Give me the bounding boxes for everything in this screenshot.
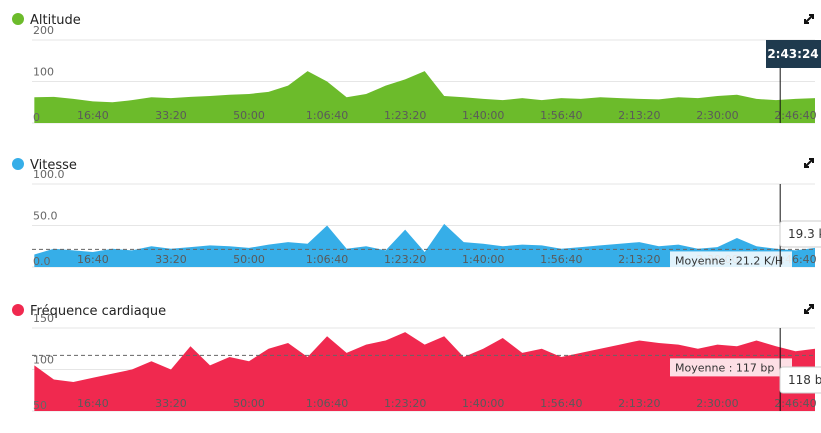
legend-dot — [12, 158, 24, 170]
x-tick-label: 33:20 — [155, 109, 187, 122]
y-tick-label: 50.0 — [33, 210, 58, 223]
average-label: Moyenne : 117 bp — [675, 361, 774, 374]
x-tick-label: 1:40:00 — [462, 397, 504, 410]
x-tick-label: 1:06:40 — [306, 109, 348, 122]
legend-dot — [12, 304, 24, 316]
x-tick-label: 2:13:20 — [618, 253, 660, 266]
x-tick-label: 16:40 — [77, 109, 109, 122]
x-tick-label: 50:00 — [233, 397, 265, 410]
x-tick-label: 2:46:40 — [774, 397, 816, 410]
area — [34, 71, 815, 123]
tooltip-label: 19.3 k — [788, 227, 821, 241]
x-tick-label: 2:46:40 — [774, 109, 816, 122]
chart-title: Fréquence cardiaque — [30, 304, 166, 319]
x-tick-label: 1:40:00 — [462, 109, 504, 122]
x-tick-label: 2:30:00 — [696, 109, 738, 122]
x-tick-label: 50:00 — [233, 253, 265, 266]
x-tick-label: 50:00 — [233, 109, 265, 122]
y-tick-label: 100 — [33, 354, 54, 367]
x-tick-label: 1:56:40 — [540, 397, 582, 410]
x-tick-label: 1:23:20 — [384, 109, 426, 122]
expand-icon[interactable] — [804, 14, 814, 24]
x-tick-label: 33:20 — [155, 253, 187, 266]
x-tick-label: 1:40:00 — [462, 253, 504, 266]
area — [34, 223, 815, 267]
average-label-box — [670, 251, 792, 270]
tooltip-box — [779, 366, 821, 394]
x-tick-label: 16:40 — [77, 253, 109, 266]
x-tick-label: 2:30:00 — [696, 397, 738, 410]
legend-dot — [12, 13, 24, 25]
crosshair-label: 2:43:24 — [767, 47, 818, 61]
expand-icon[interactable] — [804, 158, 814, 168]
y-tick-label: 200 — [33, 24, 54, 37]
expand-icon[interactable] — [804, 304, 814, 314]
x-tick-label: 16:40 — [77, 397, 109, 410]
y-tick-label: 50 — [33, 399, 47, 412]
chart-title: Altitude — [30, 13, 81, 28]
tooltip-box — [779, 220, 821, 248]
y-tick-label: 0.0 — [33, 255, 51, 268]
y-tick-label: 100.0 — [33, 168, 65, 181]
x-tick-label: 2:13:20 — [618, 397, 660, 410]
average-label-box — [670, 358, 792, 377]
y-tick-label: 150 — [33, 312, 54, 325]
x-tick-label: 33:20 — [155, 397, 187, 410]
y-tick-label: 0 — [33, 111, 40, 124]
tooltip-label: 118 b — [788, 373, 821, 387]
x-tick-label: 1:06:40 — [306, 397, 348, 410]
average-label: Moyenne : 21.2 K/H — [675, 254, 783, 267]
chart-title: Vitesse — [30, 158, 77, 173]
x-tick-label: 1:23:20 — [384, 253, 426, 266]
crosshair-label-box — [766, 40, 821, 68]
x-tick-label: 1:06:40 — [306, 253, 348, 266]
x-tick-label: 1:56:40 — [540, 253, 582, 266]
x-tick-label: 1:23:20 — [384, 397, 426, 410]
x-tick-label: 1:56:40 — [540, 109, 582, 122]
x-tick-label: 2:13:20 — [618, 109, 660, 122]
y-tick-label: 100 — [33, 66, 54, 79]
area — [34, 332, 815, 411]
